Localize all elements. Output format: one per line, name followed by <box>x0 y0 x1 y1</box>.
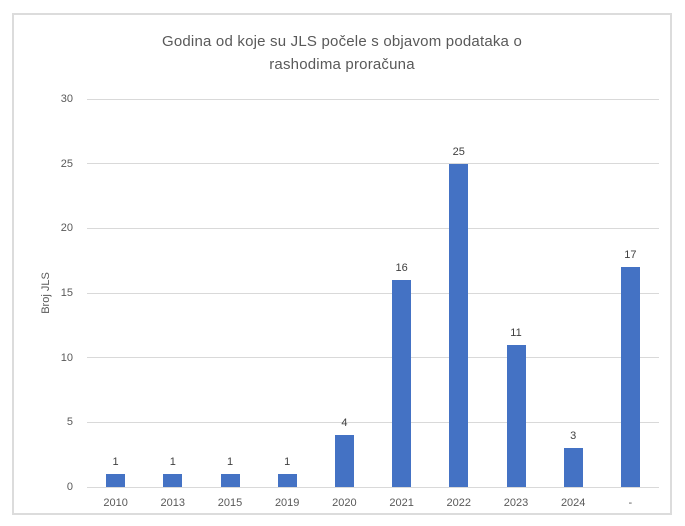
bar-value-label: 11 <box>510 326 522 339</box>
y-tick-label: 15 <box>60 287 73 299</box>
bar <box>620 267 640 487</box>
x-tick-label: 2024 <box>560 497 586 509</box>
bar <box>277 474 297 487</box>
y-tick-label: 20 <box>60 222 73 235</box>
y-tick-label: 0 <box>66 481 73 493</box>
bar <box>392 280 412 487</box>
gridline <box>87 227 659 229</box>
x-tick-label: 2022 <box>446 497 472 509</box>
bar-value-label: 4 <box>341 417 348 430</box>
bar <box>563 448 583 487</box>
gridline <box>87 292 659 294</box>
x-tick-label: 2013 <box>160 497 186 509</box>
bar <box>506 344 526 487</box>
bar <box>220 474 240 487</box>
plot-area <box>87 98 659 488</box>
bar <box>334 435 354 487</box>
bar-value-label: 1 <box>169 456 176 469</box>
bar <box>106 474 126 487</box>
y-tick-label: 30 <box>60 93 73 105</box>
x-tick-label: 2015 <box>217 497 243 509</box>
bar-value-label: 1 <box>226 456 234 469</box>
x-tick-label: - <box>628 497 633 509</box>
x-tick-label: 2021 <box>389 497 414 509</box>
x-tick-label: 2010 <box>103 497 128 509</box>
y-tick-label: 10 <box>60 351 73 364</box>
x-tick-label: 2020 <box>332 497 357 509</box>
bar-value-label: 25 <box>452 145 465 158</box>
gridline <box>87 163 659 165</box>
bar-value-label: 17 <box>624 249 637 262</box>
chart-frame: Godina od koje su JLS počele s objavom p… <box>12 13 672 515</box>
y-tick-label: 5 <box>66 416 73 429</box>
x-tick-label: 2023 <box>503 497 529 509</box>
x-tick-label: 2019 <box>274 497 300 509</box>
bar-value-label: 1 <box>284 456 291 469</box>
bar <box>163 474 183 487</box>
bar-value-label: 16 <box>395 262 408 275</box>
gridline <box>87 421 659 423</box>
chart-title: Godina od koje su JLS počele s objavom p… <box>161 33 523 73</box>
gridline <box>87 486 659 488</box>
gridline <box>87 357 659 359</box>
bar-value-label: 1 <box>112 456 119 469</box>
gridline <box>87 98 659 100</box>
bar-value-label: 3 <box>570 430 577 443</box>
y-tick-label: 25 <box>60 157 73 170</box>
bar <box>449 163 469 487</box>
